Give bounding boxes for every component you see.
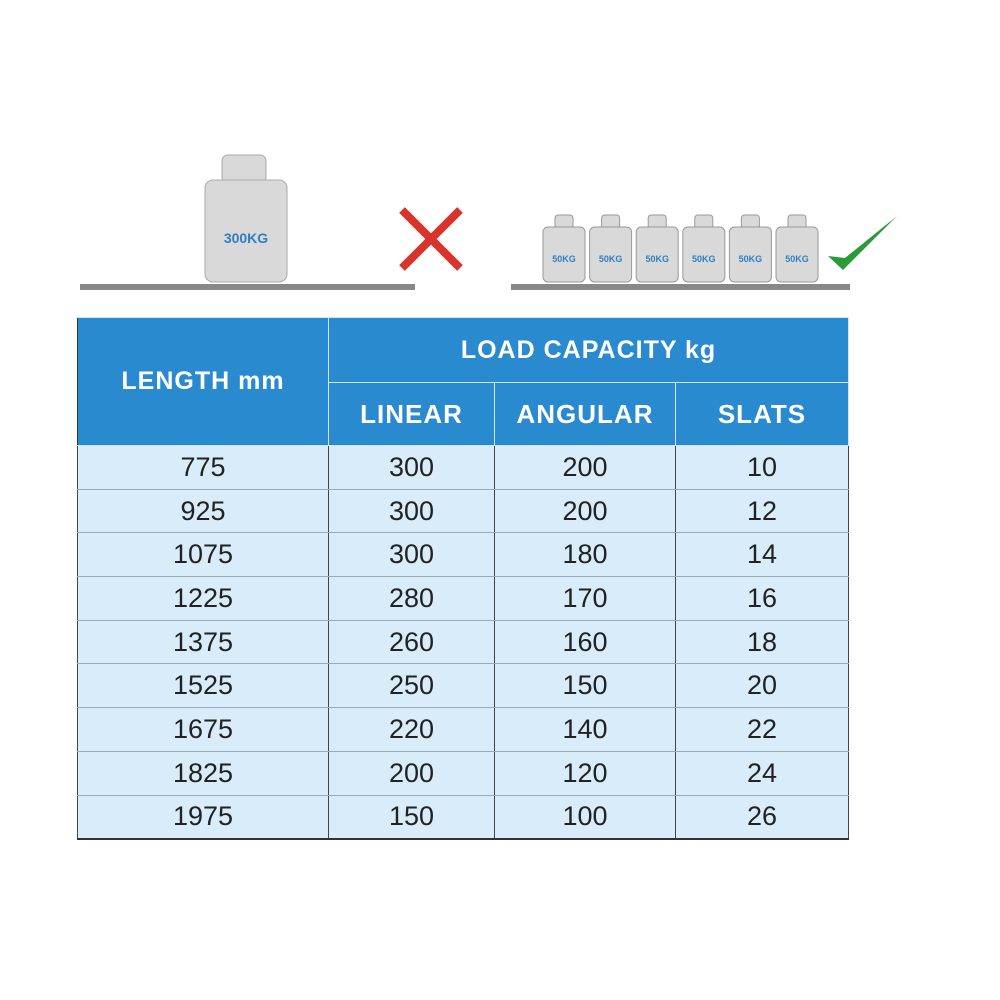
- header-cell: LOAD CAPACITY kg: [328, 317, 849, 383]
- weight-label: 50KG: [739, 254, 763, 264]
- weight-label: 50KG: [785, 254, 809, 264]
- table-cell: 22: [675, 707, 849, 752]
- small-weights: 50KG 50KG 50KG 50KG 50KG 50KG: [542, 214, 819, 283]
- subheader-row: LINEAR ANGULAR SLATS: [78, 382, 849, 446]
- small-weight: 50KG: [589, 214, 633, 283]
- table-row: 1075 300 180 14: [77, 532, 849, 578]
- table-body: 775 300 200 10 925 300 200 12 1075 300 180 14 1225 28…: [77, 445, 849, 841]
- weight-label: 50KG: [552, 254, 576, 264]
- table-cell: 18: [675, 619, 849, 665]
- cross-mark: [399, 207, 463, 271]
- cross-stroke: [399, 207, 463, 271]
- table-cell: 250: [328, 663, 495, 709]
- weight-body: [728, 226, 772, 283]
- weight-label: 300KG: [224, 230, 268, 246]
- table-cell: 150: [494, 663, 676, 709]
- weight-body: [682, 226, 726, 283]
- illustration: 300KG 50KG 50KG 50KG 50KG 50KG 50KG: [80, 154, 897, 290]
- weight-body: [204, 179, 288, 283]
- small-weight: 50KG: [775, 214, 819, 283]
- header-cell: LENGTH mm: [77, 317, 329, 446]
- table-row: 1525 250 150 20: [77, 663, 849, 709]
- small-weight: 50KG: [682, 214, 726, 283]
- header-cell: ANGULAR: [494, 382, 676, 446]
- weight-body: [635, 226, 679, 283]
- small-weight: 50KG: [728, 214, 772, 283]
- weight-body: [589, 226, 633, 283]
- table-cell: 1075: [77, 532, 329, 578]
- table-cell: 12: [675, 488, 849, 534]
- table-cell: 180: [494, 532, 676, 578]
- table-row: 1675 220 140 22: [77, 707, 849, 752]
- small-weight: 50KG: [542, 214, 586, 283]
- table-row: 1375 260 160 18: [77, 619, 849, 665]
- header-cell: SLATS: [675, 382, 849, 446]
- check-mark: [828, 216, 897, 270]
- table-cell: 260: [328, 619, 495, 665]
- weight-body: [775, 226, 819, 283]
- table-cell: 20: [675, 663, 849, 709]
- table-cell: 1525: [77, 663, 329, 709]
- load-table: LENGTH mm LOAD CAPACITY kg LINEAR ANGULA…: [77, 317, 849, 841]
- table-cell: 100: [494, 794, 676, 841]
- weight-body: [542, 226, 586, 283]
- header-row: LENGTH mm LOAD CAPACITY kg: [77, 317, 849, 446]
- table-cell: 300: [328, 532, 495, 578]
- table-row: 775 300 200 10: [77, 445, 849, 490]
- weight-label: 50KG: [692, 254, 716, 264]
- table-row: 1975 150 100 26: [77, 794, 849, 841]
- table-cell: 200: [494, 488, 676, 534]
- table-row: 1825 200 120 24: [77, 750, 849, 796]
- table-cell: 280: [328, 576, 495, 621]
- table-cell: 300: [328, 488, 495, 534]
- table-cell: 14: [675, 532, 849, 578]
- table-cell: 300: [328, 445, 495, 490]
- table-cell: 150: [328, 794, 495, 841]
- table-cell: 1825: [77, 750, 329, 796]
- table-cell: 775: [77, 445, 329, 490]
- table-cell: 170: [494, 576, 676, 621]
- heavy-weight: 300KG: [204, 154, 288, 283]
- table-cell: 140: [494, 707, 676, 752]
- small-weight: 50KG: [635, 214, 679, 283]
- header-cell: LINEAR: [328, 382, 495, 446]
- table-cell: 200: [494, 445, 676, 490]
- table-cell: 925: [77, 488, 329, 534]
- table-row: 925 300 200 12: [77, 488, 849, 534]
- table-cell: 26: [675, 794, 849, 841]
- table-cell: 1225: [77, 576, 329, 621]
- table-cell: 1975: [77, 794, 329, 841]
- table-cell: 200: [328, 750, 495, 796]
- table-cell: 24: [675, 750, 849, 796]
- weight-label: 50KG: [645, 254, 669, 264]
- table-cell: 10: [675, 445, 849, 490]
- table-cell: 120: [494, 750, 676, 796]
- table-row: 1225 280 170 16: [77, 576, 849, 621]
- table-cell: 1375: [77, 619, 329, 665]
- table-cell: 160: [494, 619, 676, 665]
- table-cell: 1675: [77, 707, 329, 752]
- weight-label: 50KG: [599, 254, 623, 264]
- weight-handle: [221, 154, 267, 184]
- table-cell: 220: [328, 707, 495, 752]
- table-cell: 16: [675, 576, 849, 621]
